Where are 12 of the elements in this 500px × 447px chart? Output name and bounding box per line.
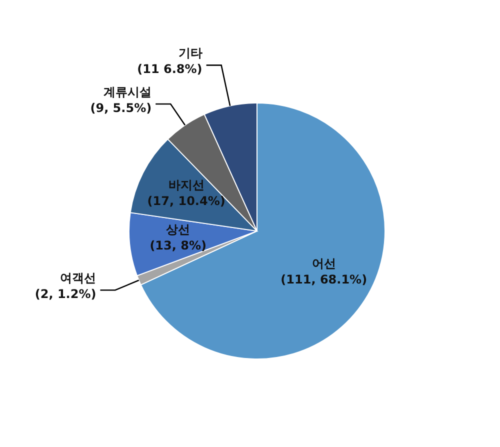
data-label: (111, 68.1%) — [280, 272, 368, 287]
slice-label: 기타 — [178, 46, 202, 60]
data-label: (17, 10.4%) — [147, 194, 226, 208]
slice-label: 어선 — [312, 256, 336, 271]
data-label: (13, 8%) — [150, 238, 206, 252]
data-label: (9, 5.5%) — [90, 101, 152, 116]
slice-label: 상선 — [165, 222, 190, 236]
slice-label: 계류시설 — [104, 85, 152, 100]
slice-label: 여객선 — [60, 271, 96, 286]
slice-label: 바지선 — [168, 178, 204, 192]
data-label: (2, 1.2%) — [34, 287, 96, 302]
data-label: (11 6.8%) — [137, 62, 202, 76]
